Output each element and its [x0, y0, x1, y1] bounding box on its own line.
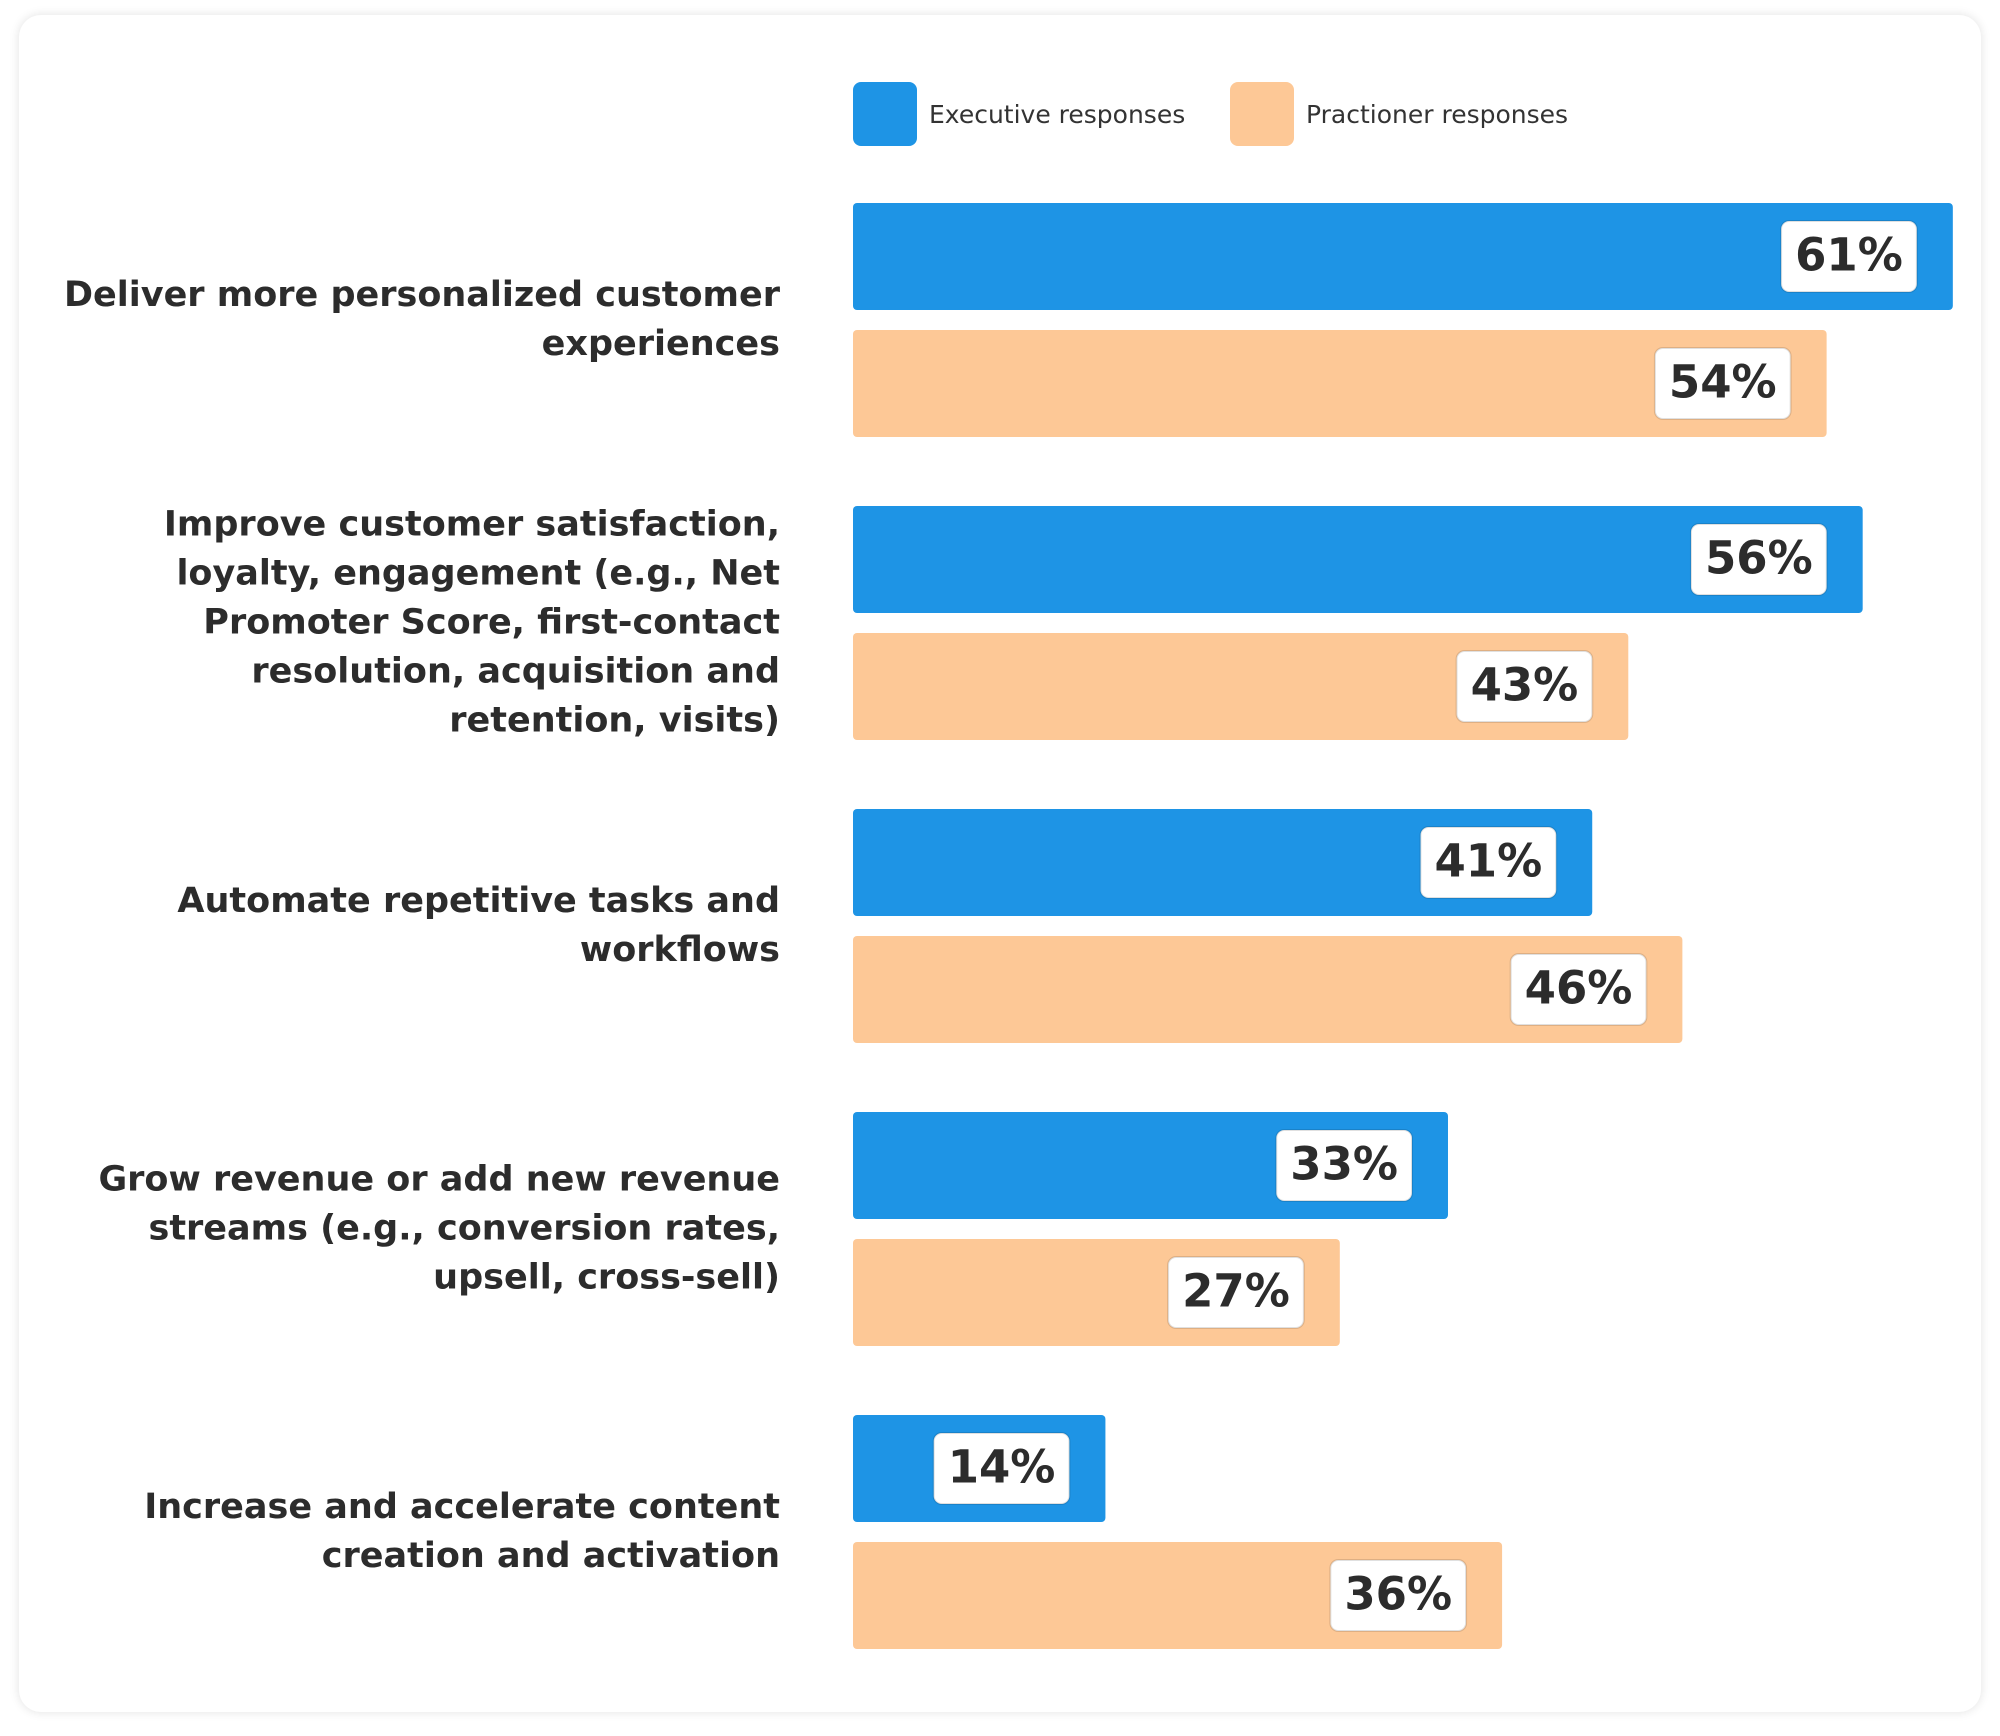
- legend-label: Executive responses: [929, 100, 1185, 129]
- legend-label: Practioner responses: [1306, 100, 1568, 129]
- value-label-text: 56%: [1705, 532, 1813, 585]
- value-label: 46%: [1509, 953, 1648, 1026]
- value-label: 41%: [1419, 826, 1558, 899]
- bar: [853, 330, 1827, 437]
- legend-swatch: [1230, 82, 1294, 146]
- value-label-box: [1689, 523, 1828, 596]
- value-label: 61%: [1780, 220, 1918, 293]
- value-label-box: [1275, 1129, 1413, 1202]
- value-label: 33%: [1275, 1129, 1413, 1202]
- category-label: Deliver more personalized customer exper…: [63, 275, 780, 364]
- value-label-box: [1509, 953, 1648, 1026]
- value-label-box: [1780, 220, 1918, 293]
- value-label-box: [932, 1432, 1071, 1505]
- value-label-text: 14%: [948, 1441, 1056, 1494]
- value-label: 43%: [1455, 650, 1594, 723]
- category-label: Increase and accelerate content creation…: [144, 1487, 780, 1576]
- legend-swatch: [853, 82, 917, 146]
- value-label-box: [1329, 1559, 1468, 1632]
- value-label-text: 46%: [1525, 962, 1633, 1015]
- value-label-box: [1419, 826, 1558, 899]
- bar: [853, 809, 1593, 916]
- value-label-box: [1653, 347, 1792, 420]
- value-label-text: 27%: [1182, 1265, 1290, 1318]
- value-label: 27%: [1167, 1256, 1305, 1329]
- value-label: 56%: [1689, 523, 1828, 596]
- value-label-text: 61%: [1795, 229, 1903, 282]
- value-label: 36%: [1329, 1559, 1468, 1632]
- value-label: 54%: [1653, 347, 1792, 420]
- value-label-text: 54%: [1669, 356, 1777, 409]
- bar: [853, 203, 1953, 310]
- category-label: Automate repetitive tasks and workflows: [177, 881, 780, 970]
- bar: [853, 506, 1863, 613]
- bar: [853, 936, 1683, 1043]
- value-label-box: [1167, 1256, 1305, 1329]
- value-label-text: 41%: [1435, 835, 1543, 888]
- value-label-text: 43%: [1471, 659, 1579, 712]
- category-label: Grow revenue or add new revenue streams …: [98, 1159, 780, 1298]
- value-label: 14%: [932, 1432, 1071, 1505]
- value-label-box: [1455, 650, 1594, 723]
- bar: [853, 633, 1629, 740]
- value-label-text: 33%: [1290, 1138, 1398, 1191]
- category-label: Improve customer satisfaction, loyalty, …: [163, 504, 780, 741]
- value-label-text: 36%: [1344, 1568, 1452, 1621]
